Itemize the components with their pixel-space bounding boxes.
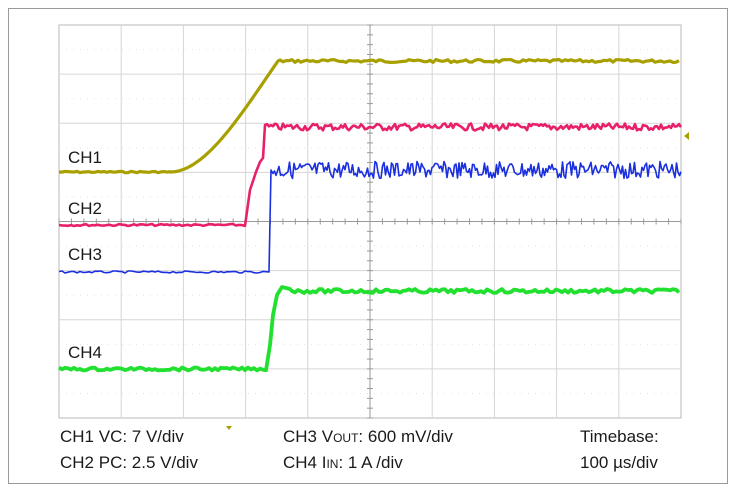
markers <box>226 132 689 430</box>
caption-ch3: CH3 VOUT: 600 mV/div <box>283 424 453 451</box>
ch3-trace <box>58 160 682 274</box>
caption-ch3-suffix: : 600 mV/div <box>358 427 453 446</box>
ch1-trace <box>58 57 680 175</box>
trigger-position-marker-icon <box>226 426 232 430</box>
trigger-level-marker-icon <box>684 132 689 140</box>
traces <box>58 57 683 373</box>
ch1-label: CH1 <box>68 148 102 167</box>
ch4-label: CH4 <box>68 343 102 362</box>
caption-ch4: CH4 IIN: 1 A /div <box>283 450 403 477</box>
timebase-value: 100 µs/div <box>580 453 658 472</box>
caption-ch4-prefix: CH4 I <box>283 453 327 472</box>
caption-ch4-suffix: : 1 A /div <box>338 453 403 472</box>
timebase-label: Timebase: <box>580 427 659 446</box>
caption-ch4-sub: IN <box>326 457 339 471</box>
caption-ch2: CH2 PC: 2.5 V/div <box>60 453 198 472</box>
caption-ch3-sub: OUT <box>333 431 359 445</box>
ch2-label: CH2 <box>68 199 102 218</box>
ch2-trace <box>58 122 683 228</box>
caption-ch1: CH1 VC: 7 V/div <box>60 427 184 446</box>
caption-ch3-prefix: CH3 V <box>283 427 334 446</box>
ch3-label: CH3 <box>68 245 102 264</box>
graticule <box>58 24 682 419</box>
channel-labels: CH1 CH2 CH3 CH4 <box>68 148 102 362</box>
ch4-trace <box>58 285 681 373</box>
